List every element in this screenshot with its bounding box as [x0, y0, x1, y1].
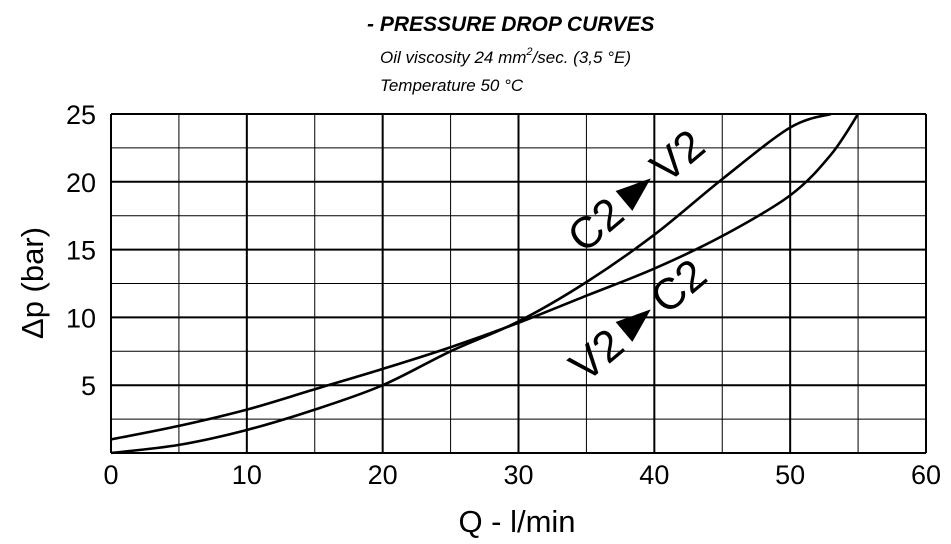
series-label-c2-to-v2: C2 V2: [559, 120, 715, 262]
x-tick-label: 50: [775, 460, 805, 490]
x-tick-label: 40: [639, 460, 669, 490]
y-tick-label: 20: [66, 168, 96, 198]
series-label-v2-to-c2-to: C2: [641, 250, 716, 324]
chart-title: - PRESSURE DROP CURVES: [367, 13, 654, 36]
y-tick-label: 5: [81, 371, 96, 401]
y-axis-label: Δp (bar): [15, 227, 50, 339]
viscosity-superscript: 2: [525, 46, 532, 58]
series-label-v2-to-c2-from: V2: [560, 319, 633, 391]
chart-subtitle-temperature: Temperature 50 °C: [380, 76, 524, 95]
flow-direction-arrow: [615, 178, 651, 211]
series-label-c2-to-v2-from: C2: [559, 188, 634, 262]
chart-subtitle-viscosity: Oil viscosity 24 mm2/sec. (3,5 °E): [380, 46, 631, 67]
x-tick-label: 0: [103, 460, 118, 490]
viscosity-unit: /sec. (3,5 °E): [532, 48, 631, 67]
y-tick-label: 15: [66, 236, 96, 266]
y-tick-label: 10: [66, 303, 96, 333]
grid: [110, 113, 927, 454]
x-tick-label: 20: [368, 460, 398, 490]
viscosity-text: Oil viscosity 24 mm: [380, 48, 526, 67]
x-tick-label: 60: [911, 460, 941, 490]
x-axis-label: Q - l/min: [458, 504, 575, 539]
x-tick-label: 10: [232, 460, 262, 490]
series-line-v2-to-c2: [110, 113, 860, 441]
series-label-v2-to-c2: V2 C2: [560, 250, 716, 392]
flow-direction-arrow: [615, 309, 651, 342]
curves: [110, 112, 860, 455]
tick-labels: 0 10 20 30 40 50 60 5 10 15 20 25: [66, 100, 941, 490]
x-tick-label: 30: [503, 460, 533, 490]
y-tick-label: 25: [66, 100, 96, 130]
